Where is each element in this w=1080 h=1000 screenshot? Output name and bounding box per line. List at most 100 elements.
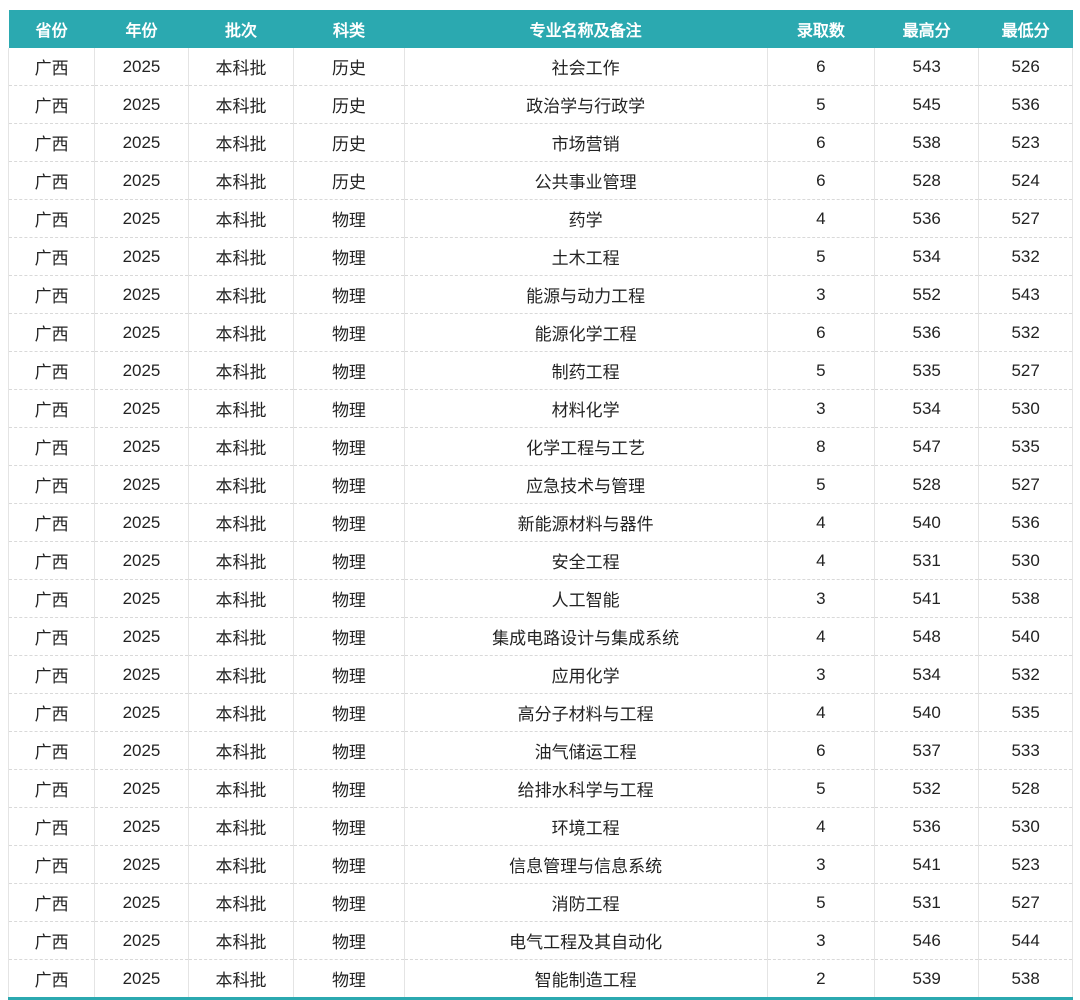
cell-year: 2025: [94, 541, 189, 580]
cell-subject: 历史: [293, 123, 405, 162]
cell-min-score: 523: [978, 123, 1073, 162]
cell-admit-count: 6: [767, 48, 876, 86]
cell-province: 广西: [7, 883, 96, 922]
cell-major: 社会工作: [404, 48, 768, 86]
cell-min-score: 527: [978, 351, 1073, 390]
cell-min-score: 532: [978, 313, 1073, 352]
table-row: 广西 2025 本科批 物理 安全工程 4 531 530: [7, 541, 1073, 580]
cell-min-score: 527: [978, 465, 1073, 504]
cell-year: 2025: [94, 123, 189, 162]
cell-subject: 物理: [293, 845, 405, 884]
column-header-major: 专业名称及备注: [404, 10, 768, 48]
table-row: 广西 2025 本科批 物理 集成电路设计与集成系统 4 548 540: [7, 617, 1073, 656]
cell-subject: 物理: [293, 883, 405, 922]
cell-subject: 物理: [293, 427, 405, 466]
cell-batch: 本科批: [188, 237, 295, 276]
cell-batch: 本科批: [188, 959, 295, 999]
table-body: 广西 2025 本科批 历史 社会工作 6 543 526 广西 2025 本科批 历史 政治学与行政学…: [7, 48, 1073, 999]
cell-max-score: 536: [874, 313, 980, 352]
cell-year: 2025: [94, 237, 189, 276]
table-header: 省份 年份 批次 科类 专业名称及备注 录取数 最高分 最低分: [8, 10, 1073, 48]
table-row: 广西 2025 本科批 物理 新能源材料与器件 4 540 536: [7, 503, 1073, 542]
cell-max-score: 534: [874, 237, 980, 276]
cell-min-score: 538: [978, 579, 1073, 618]
cell-max-score: 548: [874, 617, 980, 656]
table-row: 广西 2025 本科批 历史 公共事业管理 6 528 524: [7, 161, 1073, 200]
cell-batch: 本科批: [188, 883, 295, 922]
cell-province: 广西: [7, 389, 96, 428]
cell-province: 广西: [7, 275, 96, 314]
cell-max-score: 545: [874, 85, 980, 124]
cell-major: 公共事业管理: [404, 161, 768, 200]
cell-province: 广西: [7, 693, 96, 732]
cell-subject: 历史: [293, 85, 405, 124]
table-row: 广西 2025 本科批 物理 消防工程 5 531 527: [7, 883, 1073, 922]
cell-year: 2025: [94, 617, 189, 656]
cell-batch: 本科批: [188, 313, 295, 352]
cell-batch: 本科批: [188, 427, 295, 466]
cell-min-score: 544: [978, 921, 1073, 960]
cell-min-score: 523: [978, 845, 1073, 884]
cell-min-score: 540: [978, 617, 1073, 656]
table-row: 广西 2025 本科批 历史 政治学与行政学 5 545 536: [7, 85, 1073, 124]
cell-max-score: 540: [874, 693, 980, 732]
cell-subject: 物理: [293, 769, 405, 808]
cell-major: 化学工程与工艺: [404, 427, 768, 466]
cell-max-score: 538: [874, 123, 980, 162]
cell-subject: 物理: [293, 731, 405, 770]
cell-major: 给排水科学与工程: [404, 769, 768, 808]
cell-year: 2025: [94, 351, 189, 390]
cell-major: 市场营销: [404, 123, 768, 162]
cell-subject: 历史: [293, 48, 405, 86]
table-row: 广西 2025 本科批 物理 应用化学 3 534 532: [7, 655, 1073, 694]
cell-province: 广西: [7, 503, 96, 542]
cell-min-score: 538: [978, 959, 1073, 999]
cell-min-score: 532: [978, 655, 1073, 694]
cell-major: 信息管理与信息系统: [404, 845, 768, 884]
cell-max-score: 546: [874, 921, 980, 960]
cell-batch: 本科批: [188, 123, 295, 162]
cell-major: 电气工程及其自动化: [404, 921, 768, 960]
cell-batch: 本科批: [188, 921, 295, 960]
cell-subject: 物理: [293, 579, 405, 618]
cell-min-score: 530: [978, 807, 1073, 846]
cell-max-score: 539: [874, 959, 980, 999]
cell-year: 2025: [94, 503, 189, 542]
admission-score-table: 省份 年份 批次 科类 专业名称及备注 录取数 最高分 最低分 广西 2025 本科…: [7, 10, 1073, 1000]
table-row: 广西 2025 本科批 历史 市场营销 6 538 523: [7, 123, 1073, 162]
table-row: 广西 2025 本科批 物理 制药工程 5 535 527: [7, 351, 1073, 390]
table-row: 广西 2025 本科批 物理 智能制造工程 2 539 538: [7, 959, 1073, 999]
cell-admit-count: 8: [767, 427, 876, 466]
cell-subject: 物理: [293, 693, 405, 732]
column-header-min-score: 最低分: [978, 10, 1073, 48]
cell-batch: 本科批: [188, 85, 295, 124]
cell-min-score: 543: [978, 275, 1073, 314]
table-row: 广西 2025 本科批 物理 化学工程与工艺 8 547 535: [7, 427, 1073, 466]
cell-year: 2025: [94, 579, 189, 618]
cell-min-score: 536: [978, 85, 1073, 124]
cell-subject: 物理: [293, 237, 405, 276]
cell-max-score: 531: [874, 883, 980, 922]
cell-major: 智能制造工程: [404, 959, 768, 999]
cell-year: 2025: [94, 389, 189, 428]
cell-province: 广西: [7, 161, 96, 200]
cell-min-score: 528: [978, 769, 1073, 808]
table-row: 广西 2025 本科批 物理 人工智能 3 541 538: [7, 579, 1073, 618]
cell-max-score: 552: [874, 275, 980, 314]
cell-year: 2025: [94, 427, 189, 466]
cell-admit-count: 6: [767, 161, 876, 200]
cell-max-score: 532: [874, 769, 980, 808]
cell-admit-count: 6: [767, 313, 876, 352]
cell-batch: 本科批: [188, 541, 295, 580]
cell-admit-count: 6: [767, 123, 876, 162]
table-row: 广西 2025 本科批 历史 社会工作 6 543 526: [7, 48, 1073, 86]
cell-min-score: 527: [978, 883, 1073, 922]
table-row: 广西 2025 本科批 物理 能源与动力工程 3 552 543: [7, 275, 1073, 314]
cell-year: 2025: [94, 313, 189, 352]
cell-year: 2025: [94, 731, 189, 770]
cell-admit-count: 5: [767, 237, 876, 276]
cell-max-score: 531: [874, 541, 980, 580]
cell-batch: 本科批: [188, 503, 295, 542]
cell-min-score: 532: [978, 237, 1073, 276]
